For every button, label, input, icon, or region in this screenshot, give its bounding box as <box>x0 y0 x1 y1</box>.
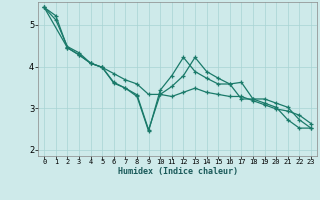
X-axis label: Humidex (Indice chaleur): Humidex (Indice chaleur) <box>118 167 238 176</box>
